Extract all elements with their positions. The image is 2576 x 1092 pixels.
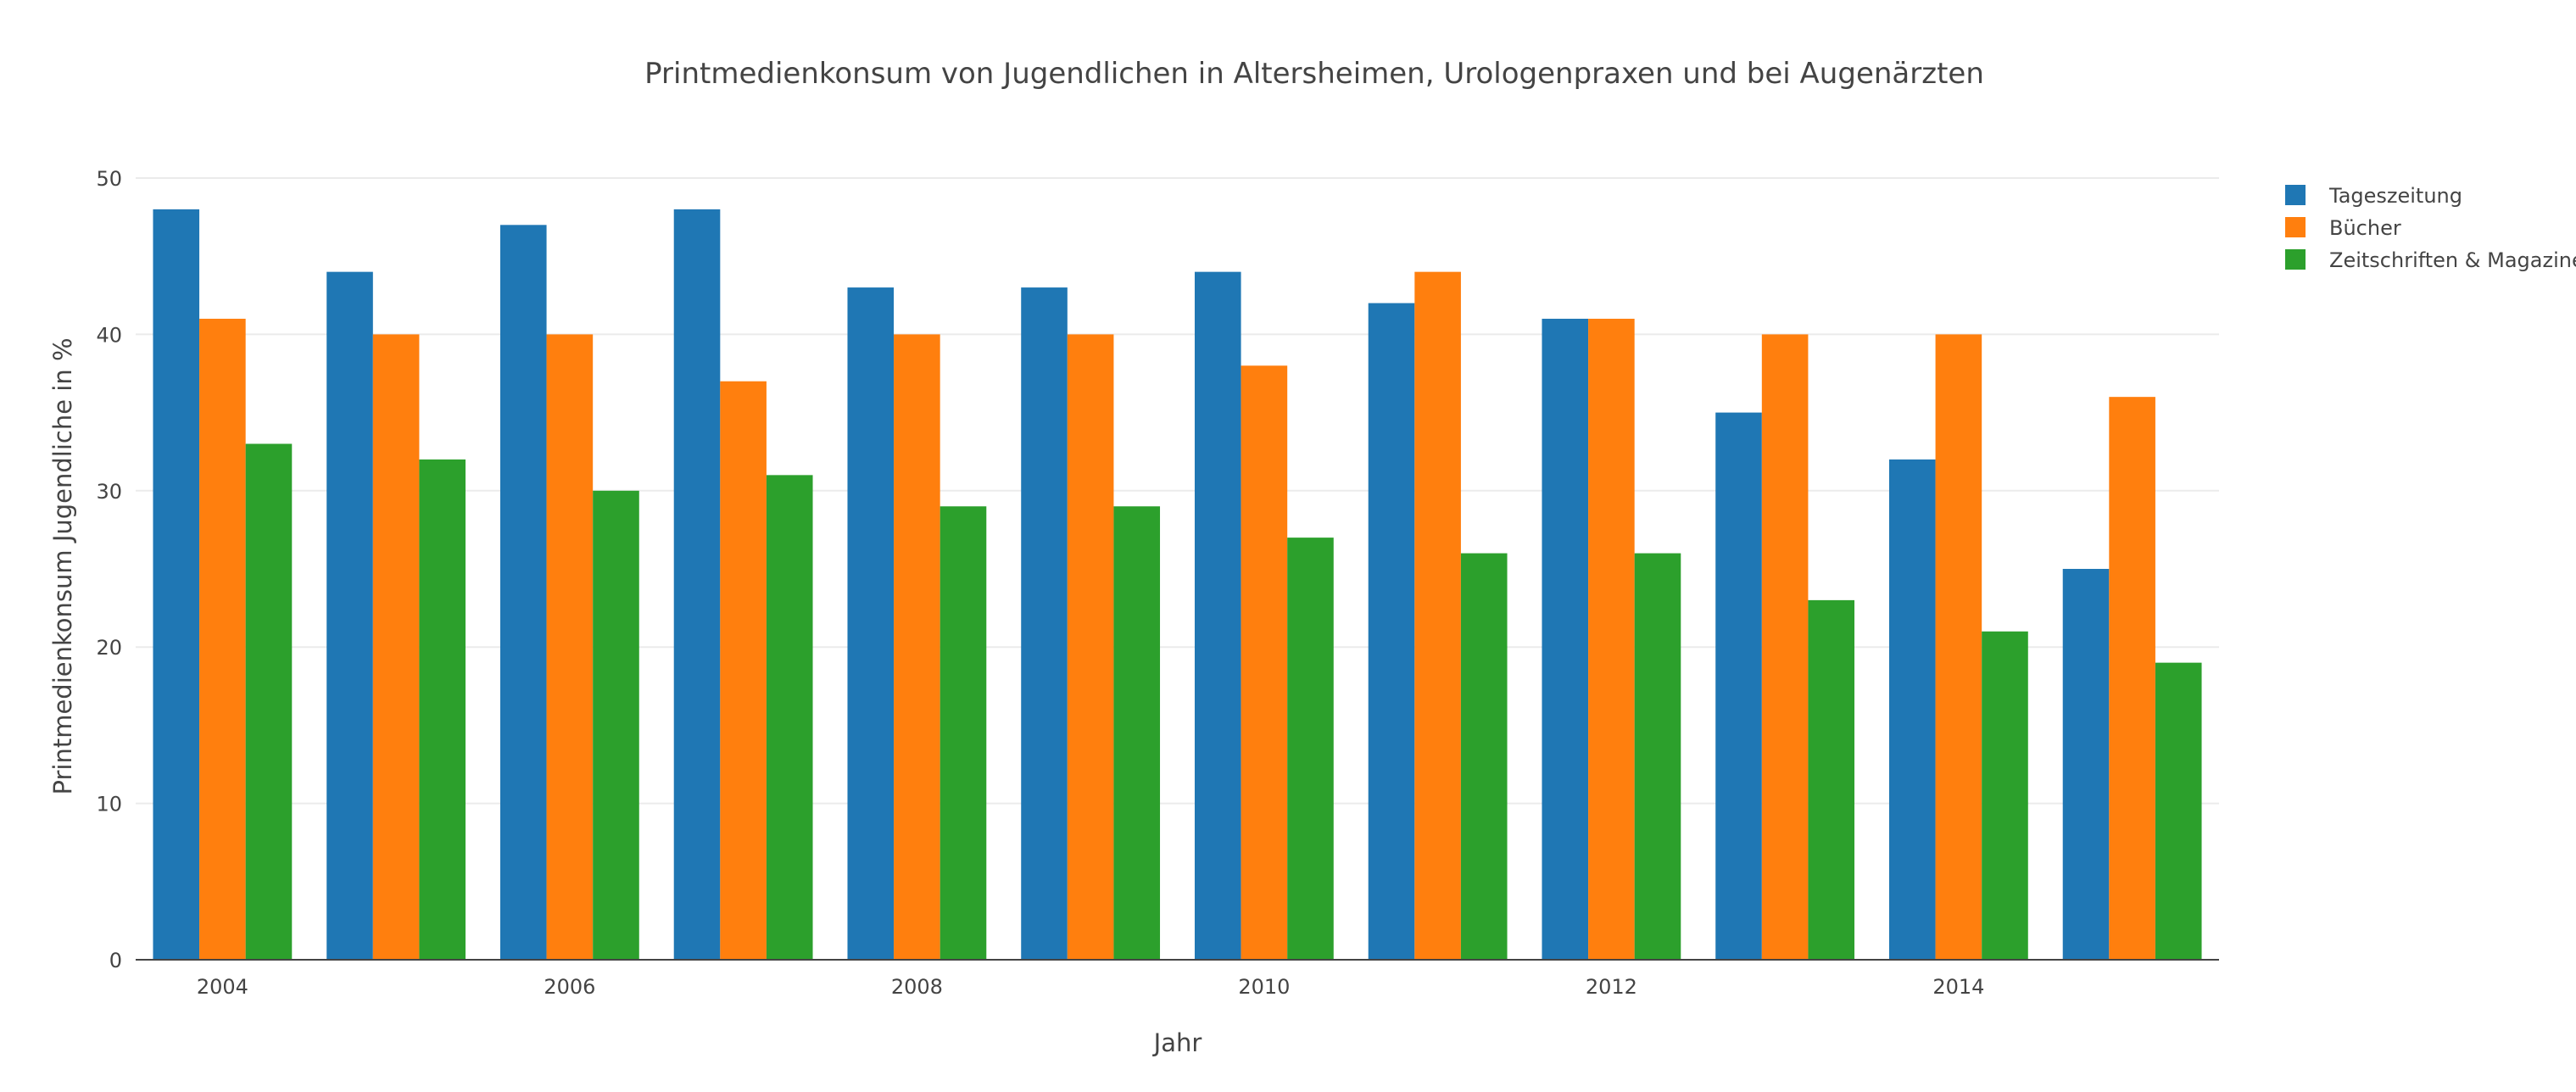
legend-label[interactable]: Zeitschriften & Magazine xyxy=(2329,248,2576,272)
bar-1-2006 xyxy=(546,334,594,960)
legend-swatch[interactable] xyxy=(2285,185,2306,205)
bar-1-2007 xyxy=(720,381,767,961)
bar-1-2005 xyxy=(372,334,420,960)
bar-1-2015 xyxy=(2109,397,2155,960)
legend: Tageszeitung Bücher Zeitschriften & Magazi… xyxy=(2285,184,2576,272)
bar-2-2009 xyxy=(1113,506,1161,960)
bar-2-2008 xyxy=(940,506,987,960)
bar-2-2012 xyxy=(1634,553,1681,960)
chart-title: Printmedienkonsum von Jugendlichen in Al… xyxy=(644,57,1984,91)
bar-2-2004 xyxy=(245,443,293,960)
bar-2-2007 xyxy=(766,475,813,960)
bar-0-2015 xyxy=(2062,569,2110,960)
bar-2-2015 xyxy=(2155,662,2202,960)
legend-label[interactable]: Bücher xyxy=(2329,216,2401,240)
bar-0-2008 xyxy=(847,287,895,961)
x-tick-label: 2004 xyxy=(197,975,248,999)
x-tick-label: 2014 xyxy=(1932,975,1984,999)
x-axis-label: Jahr xyxy=(1152,1028,1202,1057)
y-axis-ticks: 0 10 20 30 40 50 xyxy=(96,167,122,972)
bar-2-2011 xyxy=(1460,553,1508,960)
bar-2-2005 xyxy=(419,459,466,960)
bar-0-2004 xyxy=(153,209,200,960)
bar-1-2004 xyxy=(199,318,246,961)
bar-0-2013 xyxy=(1715,412,1762,961)
y-tick-label: 20 xyxy=(96,636,122,660)
x-tick-label: 2006 xyxy=(544,975,595,999)
y-tick-label: 50 xyxy=(96,167,122,191)
bar-1-2013 xyxy=(1761,334,1809,960)
y-tick-label: 10 xyxy=(96,793,122,816)
bar-2-2013 xyxy=(1808,599,1855,960)
x-tick-label: 2008 xyxy=(891,975,943,999)
bar-1-2010 xyxy=(1241,365,1288,960)
bar-2-2010 xyxy=(1287,538,1334,960)
y-tick-label: 40 xyxy=(96,323,122,347)
bar-1-2014 xyxy=(1935,334,1982,960)
bar-0-2009 xyxy=(1021,287,1068,961)
y-tick-label: 0 xyxy=(109,949,122,972)
bar-0-2006 xyxy=(499,225,547,960)
bar-2-2014 xyxy=(1982,631,2028,960)
x-tick-label: 2012 xyxy=(1586,975,1637,999)
y-axis-label: Printmedienkonsum Jugendliche in % xyxy=(48,337,77,794)
bar-0-2014 xyxy=(1888,459,1936,960)
y-tick-label: 30 xyxy=(96,480,122,504)
bar-0-2007 xyxy=(673,209,721,960)
bar-1-2011 xyxy=(1414,271,1461,960)
x-tick-label: 2010 xyxy=(1238,975,1290,999)
legend-swatch[interactable] xyxy=(2285,249,2306,270)
bar-1-2009 xyxy=(1067,334,1114,960)
bar-1-2012 xyxy=(1588,318,1635,961)
legend-swatch[interactable] xyxy=(2285,217,2306,237)
bar-0-2005 xyxy=(326,271,373,960)
bar-0-2012 xyxy=(1542,318,1589,961)
grid-lines xyxy=(136,177,2219,805)
bars xyxy=(153,209,2202,961)
x-axis-ticks: 2004 2006 2008 2010 2012 2014 xyxy=(197,975,1985,999)
legend-label[interactable]: Tageszeitung xyxy=(2328,184,2462,208)
bar-1-2008 xyxy=(894,334,940,960)
bar-0-2011 xyxy=(1368,303,1415,960)
bar-0-2010 xyxy=(1194,271,1241,960)
bar-2-2006 xyxy=(593,490,639,960)
